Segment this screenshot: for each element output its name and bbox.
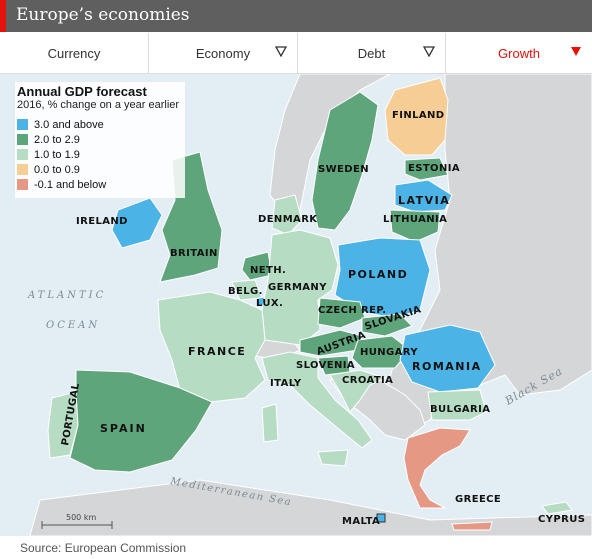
label-lithuania: LITHUANIA bbox=[383, 214, 447, 225]
sea-ocean-label: OCEAN bbox=[46, 320, 100, 331]
country-sardinia bbox=[261, 403, 279, 443]
europe-map: 500 km ATLANTIC OCEAN Black Sea Mediterr… bbox=[0, 74, 592, 536]
tab-label: Economy bbox=[195, 45, 251, 61]
sea-atlantic-label: ATLANTIC bbox=[27, 290, 106, 301]
label-ireland: IRELAND bbox=[76, 216, 128, 227]
label-sweden: SWEDEN bbox=[318, 164, 369, 175]
source-note: Source: European Commission bbox=[20, 541, 187, 555]
page-header: Europe’s economies bbox=[0, 0, 592, 32]
country-czech bbox=[317, 297, 366, 329]
tab-label: Growth bbox=[498, 45, 540, 61]
label-spain: SPAIN bbox=[100, 422, 147, 435]
tab-bar: Currency Economy Debt Growth bbox=[0, 33, 592, 74]
label-hungary: HUNGARY bbox=[360, 347, 418, 358]
country-denmark bbox=[271, 194, 303, 236]
triangle-down-icon bbox=[275, 46, 287, 57]
label-malta: MALTA bbox=[342, 516, 380, 527]
country-poland bbox=[334, 237, 431, 319]
label-cyprus: CYPRUS bbox=[538, 514, 585, 525]
country-crete bbox=[451, 521, 493, 531]
country-latvia bbox=[394, 179, 453, 213]
country-romania bbox=[399, 324, 496, 393]
country-sicily bbox=[317, 449, 349, 467]
legend-title: Annual GDP forecast bbox=[17, 84, 147, 99]
label-italy: ITALY bbox=[270, 378, 302, 389]
label-latvia: LATVIA bbox=[398, 194, 450, 207]
label-luxembourg: LUX. bbox=[256, 298, 283, 309]
label-bulgaria: BULGARIA bbox=[430, 404, 490, 415]
label-finland: FINLAND bbox=[392, 110, 445, 121]
legend-label: 1.0 to 1.9 bbox=[34, 148, 80, 161]
legend-item: 0.0 to 0.9 bbox=[17, 162, 179, 177]
header-accent bbox=[0, 0, 6, 32]
label-britain: BRITAIN bbox=[170, 248, 218, 259]
label-poland: POLAND bbox=[348, 268, 408, 281]
country-malta bbox=[376, 513, 386, 523]
country-italy bbox=[261, 351, 373, 449]
page-title: Europe’s economies bbox=[16, 5, 190, 25]
country-sweden bbox=[311, 91, 379, 231]
label-romania: ROMANIA bbox=[412, 360, 482, 373]
country-ireland bbox=[111, 197, 163, 249]
country-greece bbox=[403, 427, 471, 509]
land-norway bbox=[269, 74, 391, 216]
country-cyprus bbox=[541, 501, 573, 515]
page-footer: Source: European Commission bbox=[0, 536, 592, 559]
legend-swatch bbox=[17, 164, 28, 175]
legend-label: 2.0 to 2.9 bbox=[34, 133, 80, 146]
legend-swatch bbox=[17, 179, 28, 190]
tab-label: Currency bbox=[47, 45, 101, 61]
legend-item: 3.0 and above bbox=[17, 117, 179, 132]
label-czech: CZECH REP. bbox=[318, 305, 386, 316]
tab-economy[interactable]: Economy bbox=[149, 33, 298, 73]
label-slovenia: SLOVENIA bbox=[296, 360, 355, 371]
country-france bbox=[157, 291, 266, 403]
map-svg: 500 km ATLANTIC OCEAN Black Sea Mediterr… bbox=[27, 74, 592, 536]
legend-swatch bbox=[17, 119, 28, 130]
country-croatia bbox=[329, 369, 387, 413]
country-estonia bbox=[404, 157, 449, 181]
legend-subtitle: 2016, % change on a year earlier bbox=[17, 99, 180, 111]
country-finland bbox=[384, 77, 449, 156]
legend-item: 1.0 to 1.9 bbox=[17, 147, 179, 162]
legend-swatch bbox=[17, 134, 28, 145]
country-slovakia bbox=[361, 313, 413, 337]
country-spain bbox=[69, 369, 213, 473]
label-germany: GERMANY bbox=[268, 282, 327, 293]
label-greece: GREECE bbox=[455, 494, 501, 505]
scale-bar: 500 km bbox=[41, 513, 113, 529]
label-belgium: BELG. bbox=[228, 286, 263, 297]
tab-currency[interactable]: Currency bbox=[0, 33, 149, 73]
country-netherlands bbox=[241, 251, 273, 281]
country-hungary bbox=[351, 335, 411, 369]
tab-label: Debt bbox=[357, 45, 386, 61]
label-denmark: DENMARK bbox=[258, 214, 318, 225]
legend-swatch bbox=[17, 149, 28, 160]
legend-item: -0.1 and below bbox=[17, 177, 179, 192]
label-croatia: CROATIA bbox=[342, 375, 393, 386]
legend-label: 0.0 to 0.9 bbox=[34, 163, 80, 176]
triangle-down-icon bbox=[423, 46, 435, 57]
tab-growth[interactable]: Growth bbox=[446, 33, 592, 73]
label-france: FRANCE bbox=[188, 345, 246, 358]
land-africa bbox=[29, 479, 592, 536]
label-netherlands: NETH. bbox=[250, 265, 286, 276]
legend-label: -0.1 and below bbox=[34, 178, 107, 191]
country-lithuania bbox=[389, 209, 441, 243]
legend-item: 2.0 to 2.9 bbox=[17, 132, 179, 147]
country-bulgaria bbox=[427, 389, 487, 421]
map-legend: Annual GDP forecast 2016, % change on a … bbox=[15, 82, 186, 198]
scale-label: 500 km bbox=[66, 513, 96, 522]
triangle-down-filled-icon bbox=[571, 47, 581, 56]
legend-label: 3.0 and above bbox=[34, 118, 104, 131]
tab-debt[interactable]: Debt bbox=[298, 33, 446, 73]
label-estonia: ESTONIA bbox=[408, 163, 460, 174]
